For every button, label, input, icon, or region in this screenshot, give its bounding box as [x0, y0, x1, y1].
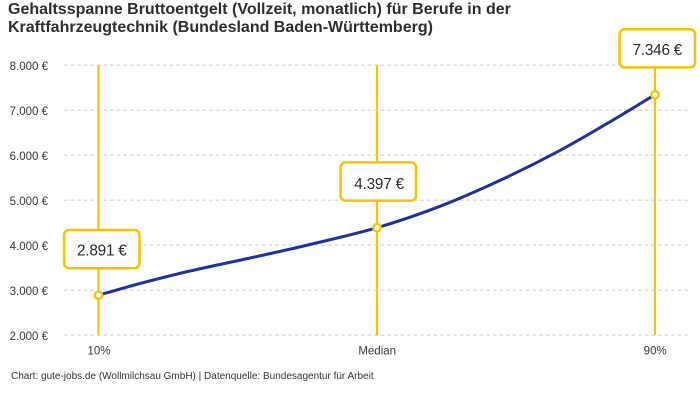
svg-text:5.000 €: 5.000 €	[10, 196, 49, 208]
svg-text:3.000 €: 3.000 €	[10, 286, 49, 298]
svg-text:10%: 10%	[87, 346, 110, 358]
svg-text:Median: Median	[358, 346, 396, 358]
svg-text:7.346 €: 7.346 €	[632, 42, 682, 59]
svg-text:8.000 €: 8.000 €	[10, 61, 49, 73]
svg-text:2.891 €: 2.891 €	[77, 243, 127, 260]
svg-text:90%: 90%	[644, 346, 667, 358]
svg-text:2.000 €: 2.000 €	[10, 331, 49, 343]
svg-text:4.397 €: 4.397 €	[354, 176, 404, 193]
svg-text:6.000 €: 6.000 €	[10, 151, 49, 163]
svg-text:4.000 €: 4.000 €	[10, 241, 49, 253]
svg-text:7.000 €: 7.000 €	[10, 106, 49, 118]
